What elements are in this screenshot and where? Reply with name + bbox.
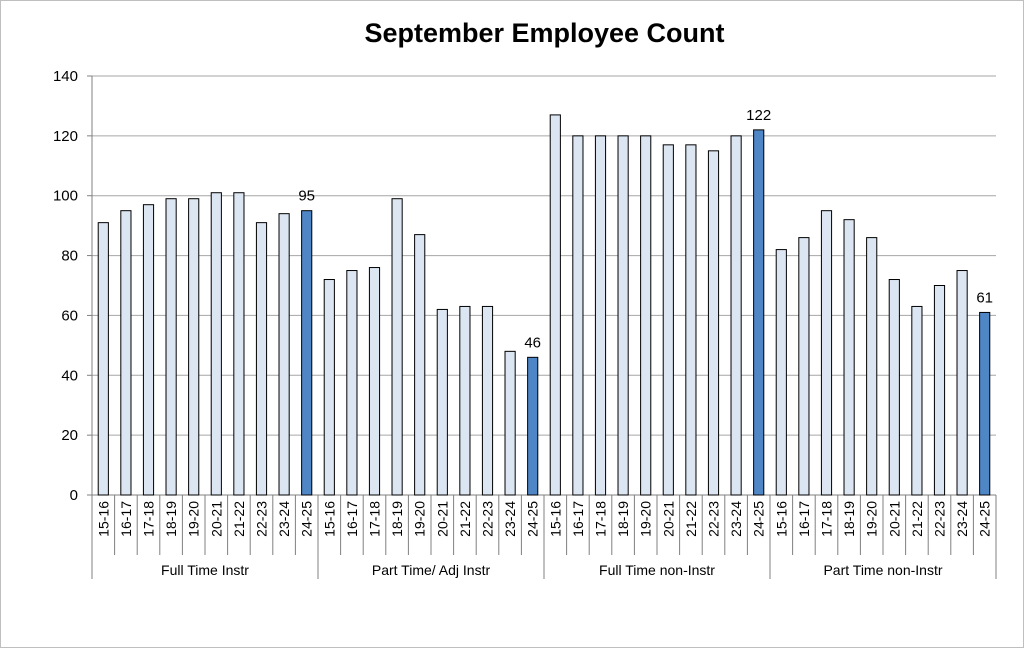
data-label: 95 [298, 188, 315, 205]
bar [459, 305, 471, 496]
bar [481, 305, 494, 496]
bar [255, 222, 268, 496]
x-tick-label: 22-23 [480, 501, 496, 537]
x-tick-label: 18-19 [163, 501, 179, 537]
bar [504, 350, 516, 496]
bar [617, 135, 629, 496]
x-tick-label: 21-22 [457, 501, 473, 537]
x-tick-label: 15-16 [95, 501, 111, 537]
x-tick-label: 19-20 [186, 501, 202, 537]
x-tick-label: 15-16 [773, 501, 789, 537]
x-tick-label: 20-21 [434, 501, 450, 537]
bar [527, 356, 539, 496]
data-label: 46 [524, 334, 541, 351]
bar [956, 270, 968, 496]
group-label: Full Time Instr [161, 562, 249, 578]
x-tick-label: 18-19 [389, 501, 405, 537]
x-tick-label: 17-18 [819, 501, 835, 537]
bar [301, 210, 313, 496]
bar [798, 237, 810, 496]
x-tick-label: 19-20 [638, 501, 654, 537]
x-tick-label: 16-17 [570, 501, 586, 537]
y-tick-label: 100 [53, 188, 78, 205]
x-tick-label: 24-25 [525, 501, 541, 537]
x-tick-label: 17-18 [367, 501, 383, 537]
x-tick-label: 23-24 [728, 501, 744, 537]
bar [188, 198, 200, 496]
y-tick-label: 80 [61, 248, 78, 265]
bar [707, 150, 720, 496]
bar [165, 198, 177, 496]
x-tick-label: 18-19 [615, 501, 631, 537]
x-tick-label: 24-25 [751, 501, 767, 537]
bar [888, 279, 900, 496]
x-tick-label: 23-24 [276, 501, 292, 537]
x-tick-label: 16-17 [118, 501, 134, 537]
bar [323, 279, 335, 496]
y-tick-label: 0 [70, 487, 78, 504]
bar [753, 129, 765, 496]
x-tick-label: 17-18 [141, 501, 157, 537]
bar [911, 305, 923, 496]
bar [572, 135, 584, 496]
x-tick-label: 15-16 [547, 501, 563, 537]
x-tick-label: 21-22 [231, 501, 247, 537]
y-tick-label: 20 [61, 427, 78, 444]
data-label: 61 [976, 289, 993, 306]
bar [278, 213, 290, 496]
chart-title: September Employee Count [364, 18, 725, 48]
bar [549, 114, 561, 496]
x-tick-label: 17-18 [593, 501, 609, 537]
bar [97, 222, 109, 496]
bar [436, 308, 448, 496]
x-tick-label: 16-17 [344, 501, 360, 537]
bar [979, 311, 991, 496]
bar [346, 270, 358, 496]
bar [866, 237, 878, 496]
y-tick-label: 40 [61, 367, 78, 384]
y-tick-label: 60 [61, 307, 78, 324]
x-tick-label: 20-21 [660, 501, 676, 537]
bar [843, 219, 855, 496]
bar [775, 249, 787, 496]
bar [662, 144, 674, 496]
x-tick-label: 21-22 [909, 501, 925, 537]
bar [730, 135, 742, 496]
y-tick-label: 120 [53, 128, 78, 145]
bar [685, 144, 697, 496]
y-tick-label: 140 [53, 68, 78, 85]
group-label: Part Time non-Instr [823, 562, 942, 578]
x-tick-label: 16-17 [796, 501, 812, 537]
x-tick-label: 24-25 [299, 501, 315, 537]
group-label: Full Time non-Instr [599, 562, 715, 578]
x-tick-label: 18-19 [841, 501, 857, 537]
bar [594, 135, 607, 496]
x-tick-label: 23-24 [954, 501, 970, 537]
bar [233, 192, 245, 496]
bar [120, 210, 132, 496]
x-tick-label: 20-21 [208, 501, 224, 537]
bar [142, 204, 155, 496]
x-tick-label: 24-25 [977, 501, 993, 537]
x-tick-label: 22-23 [706, 501, 722, 537]
x-tick-label: 19-20 [864, 501, 880, 537]
x-tick-label: 15-16 [321, 501, 337, 537]
x-tick-label: 23-24 [502, 501, 518, 537]
data-label: 122 [746, 107, 771, 124]
x-tick-label: 22-23 [932, 501, 948, 537]
bar [368, 267, 381, 496]
x-tick-label: 20-21 [886, 501, 902, 537]
x-tick-label: 22-23 [254, 501, 270, 537]
bar [210, 192, 222, 496]
bar [391, 198, 403, 496]
x-tick-label: 19-20 [412, 501, 428, 537]
bar [820, 210, 833, 496]
bar [640, 135, 652, 496]
group-label: Part Time/ Adj Instr [372, 562, 491, 578]
bar [933, 285, 946, 496]
bar [414, 234, 426, 496]
x-tick-label: 21-22 [683, 501, 699, 537]
